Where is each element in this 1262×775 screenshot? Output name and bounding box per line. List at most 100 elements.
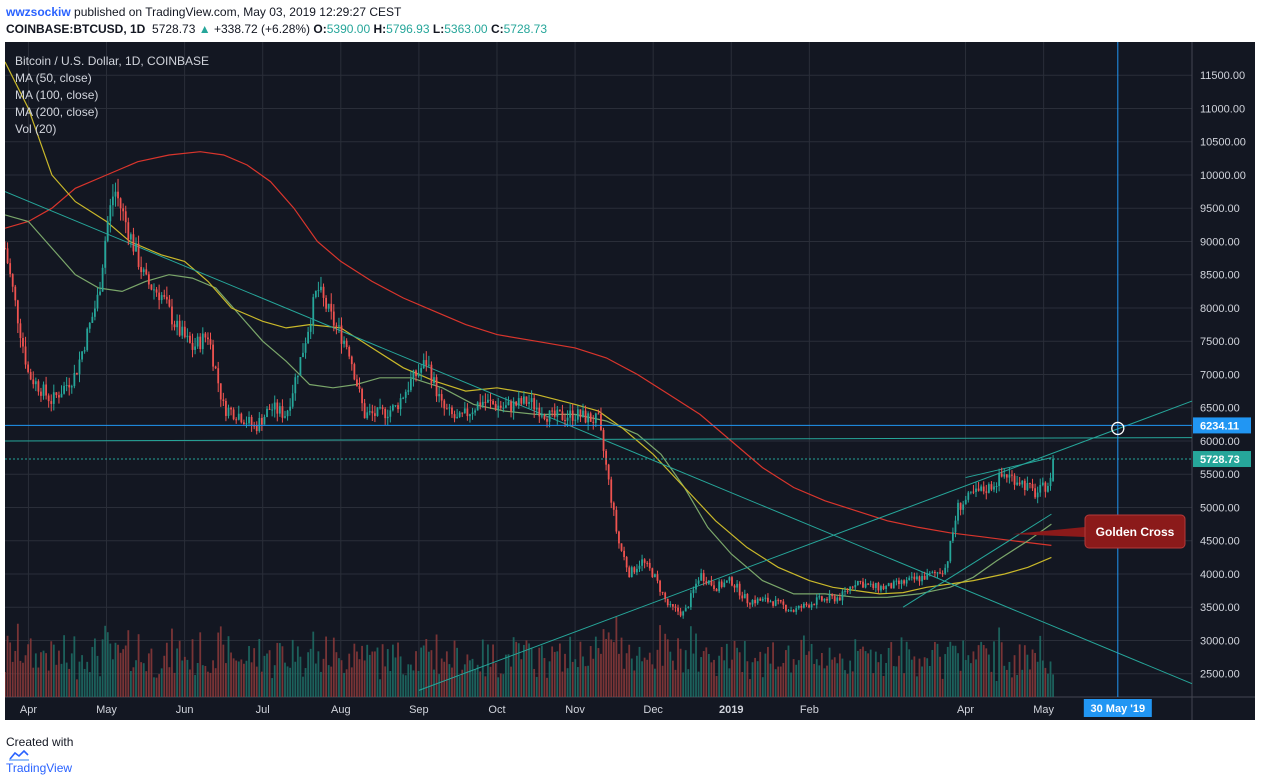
volume-bar [664,633,667,697]
volume-bar [877,662,880,697]
volume-bar [40,652,42,697]
candle-body [633,567,636,573]
candle-body [530,398,533,403]
volume-bar [358,659,361,697]
legend-ma100[interactable]: MA (100, close) [15,88,99,102]
chart-svg[interactable]: 2500.00 3000.00 3500.00 4000.00 4500.00 5000.… [5,42,1255,720]
candle-body [972,491,975,493]
volume-bar [207,671,209,697]
candle-body [353,364,356,380]
tradingview-brand[interactable]: TradingView [6,761,73,775]
volume-bar [76,679,78,697]
author-name[interactable]: wwzsockiw [6,5,71,19]
candle-body [864,583,867,588]
candle-body [916,576,918,580]
candle-body [718,581,721,592]
volume-bar [546,677,548,697]
candle-body [296,375,299,378]
y-tick-label: 3000.00 [1200,635,1240,647]
volume-bar [851,671,854,697]
volume-bar [859,648,862,697]
volume-bar [725,643,728,697]
y-tick-label: 10000.00 [1200,170,1246,182]
volume-bar [792,659,795,697]
volume-bar [566,668,569,697]
candle-body [481,401,484,406]
candle-body [425,360,428,366]
volume-bar [171,628,173,697]
candle-body [183,326,186,338]
volume-bar [941,678,944,697]
volume-bar [273,665,276,697]
volume-bar [299,656,302,697]
volume-bar [160,668,163,697]
candle-body [715,588,718,592]
volume-bar [769,663,772,697]
volume-bar [674,669,677,697]
volume-bar [710,662,713,697]
candle-body [230,407,232,410]
candle-body [951,532,954,541]
volume-bar [646,659,649,697]
candle-body [81,351,83,360]
candle-body [194,346,196,350]
candle-body [222,399,225,402]
candle-body [86,328,89,351]
volume-bar [353,643,356,697]
volume-bar [1041,660,1044,697]
volume-bar [808,651,810,697]
published-text: published on TradingView.com, May 03, 20… [74,5,402,19]
volume-bar [471,658,474,697]
volume-bar [582,656,584,697]
volume-bar [964,660,967,697]
volume-bar [846,674,849,697]
volume-bar [117,644,119,697]
candle-body [553,410,556,417]
volume-bar [684,650,687,697]
candle-body [607,464,610,480]
candle-body [263,417,266,425]
volume-bar [225,663,227,697]
candle-body [484,401,487,403]
volume-bar [34,653,37,697]
volume-bar [898,655,900,697]
volume-bar [381,644,384,697]
candle-body [356,379,358,387]
candle-body [556,409,559,417]
candle-body [903,580,905,584]
volume-bar [476,664,479,697]
volume-bar [366,644,369,697]
candle-body [520,398,523,404]
candle-body [982,486,985,492]
volume-bar [687,669,690,697]
legend-ma200[interactable]: MA (200, close) [15,105,99,119]
volume-bar [1021,669,1024,697]
candle-body [987,484,990,493]
volume-bar [173,672,176,697]
volume-bar [574,659,577,697]
candle-body [569,410,572,418]
candle-body [736,583,739,588]
volume-bar [5,671,6,697]
candle-body [923,575,926,580]
candle-body [782,601,785,605]
volume-bar [905,641,908,697]
volume-bar [707,653,710,697]
volume-bar [510,666,512,697]
candle-body [5,248,6,250]
volume-bar [350,667,353,697]
candle-body [29,372,32,380]
candle-body [800,605,803,608]
volume-bar [335,652,338,697]
chart-area[interactable]: 2500.00 3000.00 3500.00 4000.00 4500.00 5000.… [5,42,1255,720]
legend-ma50[interactable]: MA (50, close) [15,71,92,85]
candle-body [104,240,107,268]
candle-body [340,325,343,344]
volume-bar [815,659,818,697]
volume-bar [127,630,130,697]
candle-body [533,398,536,410]
candle-body [58,395,60,398]
legend-volume[interactable]: Vol (20) [15,122,57,136]
volume-bar [677,638,679,697]
volume-bar [106,632,109,697]
